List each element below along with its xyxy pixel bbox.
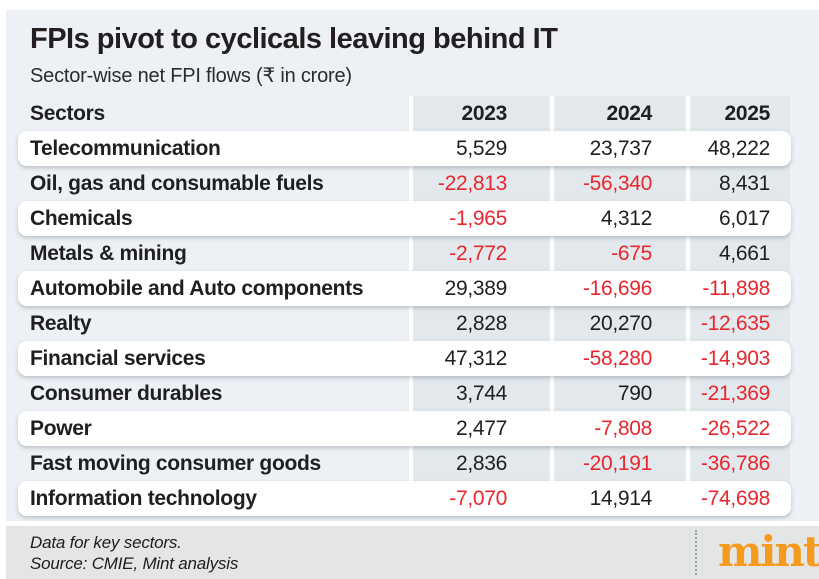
- table-row: Telecommunication 5,529 23,737 48,222: [6, 131, 819, 166]
- sector-label: Power: [30, 416, 92, 440]
- table-rows: Telecommunication 5,529 23,737 48,222 Oi…: [6, 131, 819, 516]
- value-2023: 2,477: [455, 416, 507, 440]
- table-row: Automobile and Auto components 29,389 -1…: [6, 271, 819, 306]
- sector-label: Realty: [30, 311, 92, 335]
- value-2024: -58,280: [582, 346, 652, 370]
- column-header-sectors: Sectors: [30, 101, 105, 125]
- sector-label: Automobile and Auto components: [30, 276, 364, 300]
- footer-notes: Data for key sectors. Source: CMIE, Mint…: [30, 532, 238, 574]
- table-row: Financial services 47,312 -58,280 -14,90…: [6, 341, 819, 376]
- value-2025: -21,369: [700, 381, 770, 405]
- value-2025: -26,522: [700, 416, 770, 440]
- sector-label: Information technology: [30, 486, 257, 510]
- column-band-2025: [690, 96, 790, 516]
- column-divider: [686, 96, 690, 516]
- sector-label: Consumer durables: [30, 381, 223, 405]
- sector-label: Metals & mining: [30, 241, 187, 265]
- value-2025: 6,017: [718, 206, 770, 230]
- sector-label: Telecommunication: [30, 136, 221, 160]
- page-title: FPIs pivot to cyclicals leaving behind I…: [30, 23, 558, 55]
- value-2024: 20,270: [589, 311, 653, 335]
- column-header-2024: 2024: [606, 101, 652, 125]
- value-2024: 23,737: [589, 136, 653, 160]
- sector-label: Fast moving consumer goods: [30, 451, 321, 475]
- chart-content-area: FPIs pivot to cyclicals leaving behind I…: [6, 10, 819, 521]
- value-2023: 3,744: [455, 381, 507, 405]
- table-row: Power 2,477 -7,808 -26,522: [6, 411, 819, 446]
- column-divider: [550, 96, 554, 516]
- value-2024: 14,914: [589, 486, 653, 510]
- value-2025: 8,431: [718, 171, 770, 195]
- table-row: Oil, gas and consumable fuels -22,813 -5…: [6, 166, 819, 201]
- column-header-2023: 2023: [461, 101, 507, 125]
- table-row: Chemicals -1,965 4,312 6,017: [6, 201, 819, 236]
- footer-bar: Data for key sectors. Source: CMIE, Mint…: [6, 526, 819, 579]
- page-subtitle: Sector-wise net FPI flows (₹ in crore): [30, 65, 352, 87]
- value-2023: 2,836: [455, 451, 507, 475]
- sector-label: Chemicals: [30, 206, 133, 230]
- value-2024: -56,340: [582, 171, 652, 195]
- table-row: Fast moving consumer goods 2,836 -20,191…: [6, 446, 819, 481]
- value-2023: -2,772: [449, 241, 507, 265]
- value-2024: 790: [617, 381, 652, 405]
- table-row: Metals & mining -2,772 -675 4,661: [6, 236, 819, 271]
- value-2024: -675: [611, 241, 652, 265]
- table-row: Realty 2,828 20,270 -12,635: [6, 306, 819, 341]
- table-header-row: Sectors 2023 2024 2025: [6, 96, 819, 131]
- footer-dotted-divider: [695, 530, 697, 575]
- column-divider: [409, 96, 413, 516]
- value-2024: -16,696: [582, 276, 652, 300]
- sector-label: Oil, gas and consumable fuels: [30, 171, 324, 195]
- value-2024: -20,191: [582, 451, 652, 475]
- value-2025: -74,698: [700, 486, 770, 510]
- mint-logo: mint: [718, 527, 819, 576]
- value-2023: 5,529: [455, 136, 507, 160]
- value-2023: -22,813: [437, 171, 507, 195]
- footer-note: Data for key sectors.: [30, 533, 182, 552]
- value-2025: -12,635: [700, 311, 770, 335]
- value-2023: 2,828: [455, 311, 507, 335]
- table-row: Consumer durables 3,744 790 -21,369: [6, 376, 819, 411]
- value-2025: -36,786: [700, 451, 770, 475]
- value-2024: -7,808: [594, 416, 652, 440]
- value-2025: -14,903: [700, 346, 770, 370]
- value-2023: -7,070: [449, 486, 507, 510]
- value-2025: -11,898: [702, 276, 770, 300]
- column-header-2025: 2025: [724, 101, 770, 125]
- column-band-2024: [554, 96, 686, 516]
- value-2023: 47,312: [444, 346, 508, 370]
- value-2023: 29,389: [444, 276, 508, 300]
- table-row: Information technology -7,070 14,914 -74…: [6, 481, 819, 516]
- footer-source: Source: CMIE, Mint analysis: [30, 554, 239, 573]
- value-2024: 4,312: [600, 206, 652, 230]
- sector-label: Financial services: [30, 346, 206, 370]
- value-2025: 4,661: [718, 241, 770, 265]
- column-band-2023: [413, 96, 550, 516]
- value-2025: 48,222: [707, 136, 771, 160]
- value-2023: -1,965: [449, 206, 507, 230]
